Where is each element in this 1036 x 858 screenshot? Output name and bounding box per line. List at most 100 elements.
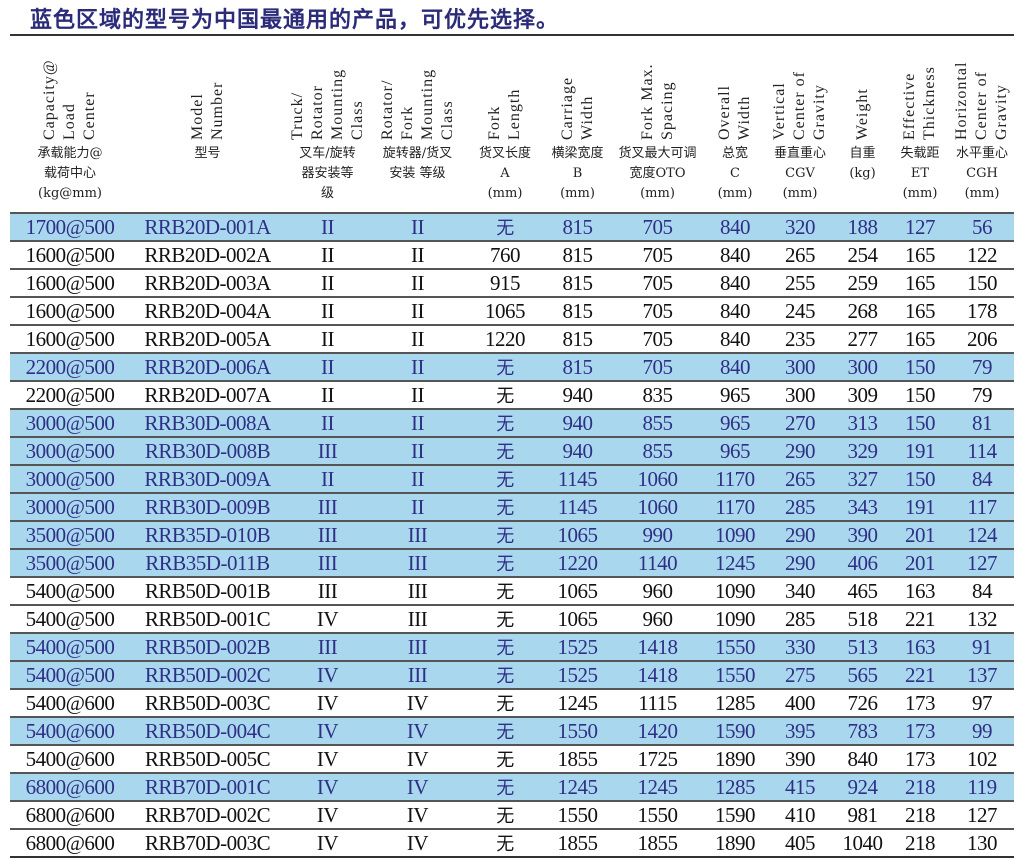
column-header-zh: 横梁宽度 B (mm): [551, 146, 604, 201]
table-cell: RRB30D-009B: [130, 492, 285, 521]
table-row: 3500@500 RRB35D-011B III III 无 1220 1140 1245 29…: [10, 548, 1014, 577]
table-row: 6800@600 RRB70D-002C IV IV 无 1550 1550 1590 410 9…: [10, 800, 1014, 829]
table-cell: 940: [545, 408, 610, 437]
table-cell: 无: [465, 688, 545, 717]
table-cell: 705: [610, 240, 705, 269]
table-cell: 313: [835, 408, 890, 437]
column-header-en: Carriage Width: [558, 76, 596, 140]
table-cell: 268: [835, 296, 890, 325]
column-header-zh: 总宽 C (mm): [717, 146, 753, 201]
table-cell: II: [285, 380, 370, 409]
column-header-en: Rotator/ Fork Mounting Class: [378, 68, 456, 140]
table-cell: 56: [950, 212, 1014, 241]
table-cell: 165: [890, 240, 950, 269]
table-cell: 840: [705, 240, 765, 269]
table-cell: 1115: [610, 688, 705, 717]
table-cell: 726: [835, 688, 890, 717]
table-cell: 218: [890, 800, 950, 829]
table-cell: 221: [890, 660, 950, 689]
table-cell: RRB70D-002C: [130, 800, 285, 829]
table-cell: 221: [890, 604, 950, 633]
table-cell: III: [370, 548, 465, 577]
table-cell: 840: [705, 324, 765, 353]
table-cell: III: [285, 520, 370, 549]
table-cell: II: [370, 408, 465, 437]
table-cell: 1220: [545, 548, 610, 577]
table-cell: II: [285, 268, 370, 297]
table-cell: 395: [765, 716, 835, 745]
table-cell: 150: [950, 268, 1014, 297]
table-cell: 415: [765, 772, 835, 801]
table-cell: 1418: [610, 632, 705, 661]
table-cell: 1600@500: [10, 240, 130, 269]
table-cell: 1060: [610, 492, 705, 521]
table-cell: 无: [465, 660, 545, 689]
table-cell: 965: [705, 380, 765, 409]
column-header: Capacity@ Load Center 承载能力@ 载荷中心 (kg@mm): [10, 35, 130, 213]
table-cell: 940: [545, 380, 610, 409]
column-header: Vertical Center of Gravity 垂直重心 CGV (mm): [765, 35, 835, 213]
table-cell: 218: [890, 772, 950, 801]
table-row: 5400@500 RRB50D-002B III III 无 1525 1418 1550 33…: [10, 632, 1014, 661]
table-cell: 173: [890, 688, 950, 717]
table-cell: 84: [950, 464, 1014, 493]
table-cell: RRB30D-008A: [130, 408, 285, 437]
table-cell: 235: [765, 324, 835, 353]
table-cell: 705: [610, 296, 705, 325]
table-cell: 188: [835, 212, 890, 241]
table-cell: 无: [465, 492, 545, 521]
table-cell: 127: [950, 548, 1014, 577]
table-cell: 254: [835, 240, 890, 269]
table-cell: 218: [890, 828, 950, 858]
table-cell: 783: [835, 716, 890, 745]
column-header: Model Number 型号: [130, 35, 285, 213]
column-header: Truck/ Rotator Mounting Class 叉车/旋转 器安装等 …: [285, 35, 370, 213]
table-cell: 705: [610, 352, 705, 381]
table-cell: 3000@500: [10, 492, 130, 521]
table-cell: 309: [835, 380, 890, 409]
table-cell: 390: [835, 520, 890, 549]
table-cell: II: [370, 436, 465, 465]
table-cell: 565: [835, 660, 890, 689]
table-cell: II: [370, 380, 465, 409]
column-header-zh: 型号: [194, 146, 221, 161]
table-cell: 1855: [545, 744, 610, 773]
table-cell: 无: [465, 212, 545, 241]
column-header: Overall Width 总宽 C (mm): [705, 35, 765, 213]
table-cell: RRB50D-002B: [130, 632, 285, 661]
table-cell: RRB50D-003C: [130, 688, 285, 717]
table-cell: 无: [465, 380, 545, 409]
table-cell: 165: [890, 268, 950, 297]
table-cell: RRB20D-007A: [130, 380, 285, 409]
table-cell: 1525: [545, 632, 610, 661]
table-cell: 915: [465, 268, 545, 297]
table-cell: 255: [765, 268, 835, 297]
table-cell: 无: [465, 576, 545, 605]
table-cell: II: [285, 212, 370, 241]
table-cell: 无: [465, 604, 545, 633]
table-cell: IV: [370, 744, 465, 773]
table-cell: 1245: [545, 688, 610, 717]
column-header: Carriage Width 横梁宽度 B (mm): [545, 35, 610, 213]
table-cell: 981: [835, 800, 890, 829]
table-cell: 150: [890, 352, 950, 381]
table-cell: 5400@500: [10, 660, 130, 689]
table-cell: 5400@500: [10, 632, 130, 661]
table-cell: 960: [610, 576, 705, 605]
table-row: 5400@500 RRB50D-001B III III 无 1065 960 1090 340…: [10, 576, 1014, 605]
table-cell: 无: [465, 520, 545, 549]
table-row: 1600@500 RRB20D-004A II II 1065 815 705 840 245 2…: [10, 296, 1014, 325]
table-cell: RRB70D-001C: [130, 772, 285, 801]
table-cell: 840: [705, 352, 765, 381]
table-cell: II: [370, 324, 465, 353]
table-cell: 6800@600: [10, 828, 130, 858]
table-cell: IV: [285, 828, 370, 858]
table-cell: 835: [610, 380, 705, 409]
table-cell: 97: [950, 688, 1014, 717]
table-cell: 1170: [705, 492, 765, 521]
table-cell: III: [285, 492, 370, 521]
table-cell: 无: [465, 632, 545, 661]
table-cell: 400: [765, 688, 835, 717]
table-cell: 1285: [705, 688, 765, 717]
table-cell: 无: [465, 464, 545, 493]
